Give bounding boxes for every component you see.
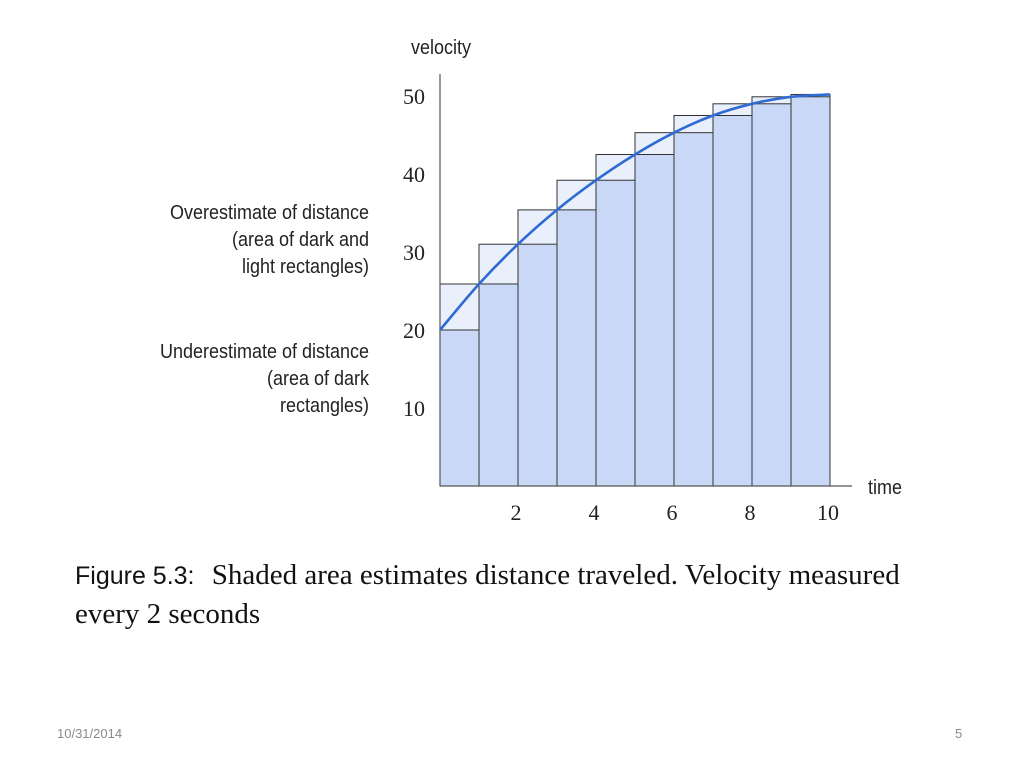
y-tick-label: 10	[403, 396, 425, 421]
figure-caption: Figure 5.3: Shaded area estimates distan…	[75, 556, 935, 633]
underestimate-bar	[751, 103, 792, 487]
overestimate-annotation-line: light rectangles)	[242, 256, 369, 278]
y-tick-label: 30	[403, 240, 425, 265]
x-tick-label: 2	[511, 500, 522, 525]
x-tick-label: 10	[817, 500, 839, 525]
caption-label: Figure 5.3:	[75, 562, 195, 590]
underestimate-annotation-line: rectangles)	[280, 395, 369, 417]
y-tick-label: 50	[403, 84, 425, 109]
x-axis-label: time	[868, 477, 902, 499]
y-axis-label: velocity	[411, 37, 471, 59]
footer-page-number: 5	[955, 726, 963, 741]
x-tick-label: 8	[745, 500, 756, 525]
caption-text: Shaded area estimates distance traveled.…	[75, 559, 900, 630]
underestimate-bar	[712, 115, 753, 487]
x-tick-label: 6	[667, 500, 678, 525]
y-tick-label: 20	[403, 318, 425, 343]
footer-date: 10/31/2014	[57, 726, 123, 741]
velocity-curve	[439, 93, 831, 331]
underestimate-bar	[439, 329, 480, 487]
underestimate-bar	[790, 96, 831, 487]
underestimate-bar	[478, 283, 519, 487]
underestimate-bar	[673, 132, 714, 487]
underestimate-annotation-line: (area of dark	[267, 368, 369, 390]
overestimate-annotation-line: (area of dark and	[232, 229, 369, 251]
underestimate-bar	[517, 243, 558, 487]
underestimate-bar	[556, 209, 597, 487]
overestimate-annotation-line: Overestimate of distance	[170, 202, 369, 224]
underestimate-annotation-line: Underestimate of distance	[160, 341, 369, 363]
velocity-chart: 10 20 30 40 50 2 4 6 8 10 velocity time Overestimate…	[160, 37, 902, 525]
x-tick-label: 4	[589, 500, 600, 525]
underestimate-bar	[634, 154, 675, 487]
underestimate-bar	[595, 179, 636, 487]
y-tick-label: 40	[403, 162, 425, 187]
